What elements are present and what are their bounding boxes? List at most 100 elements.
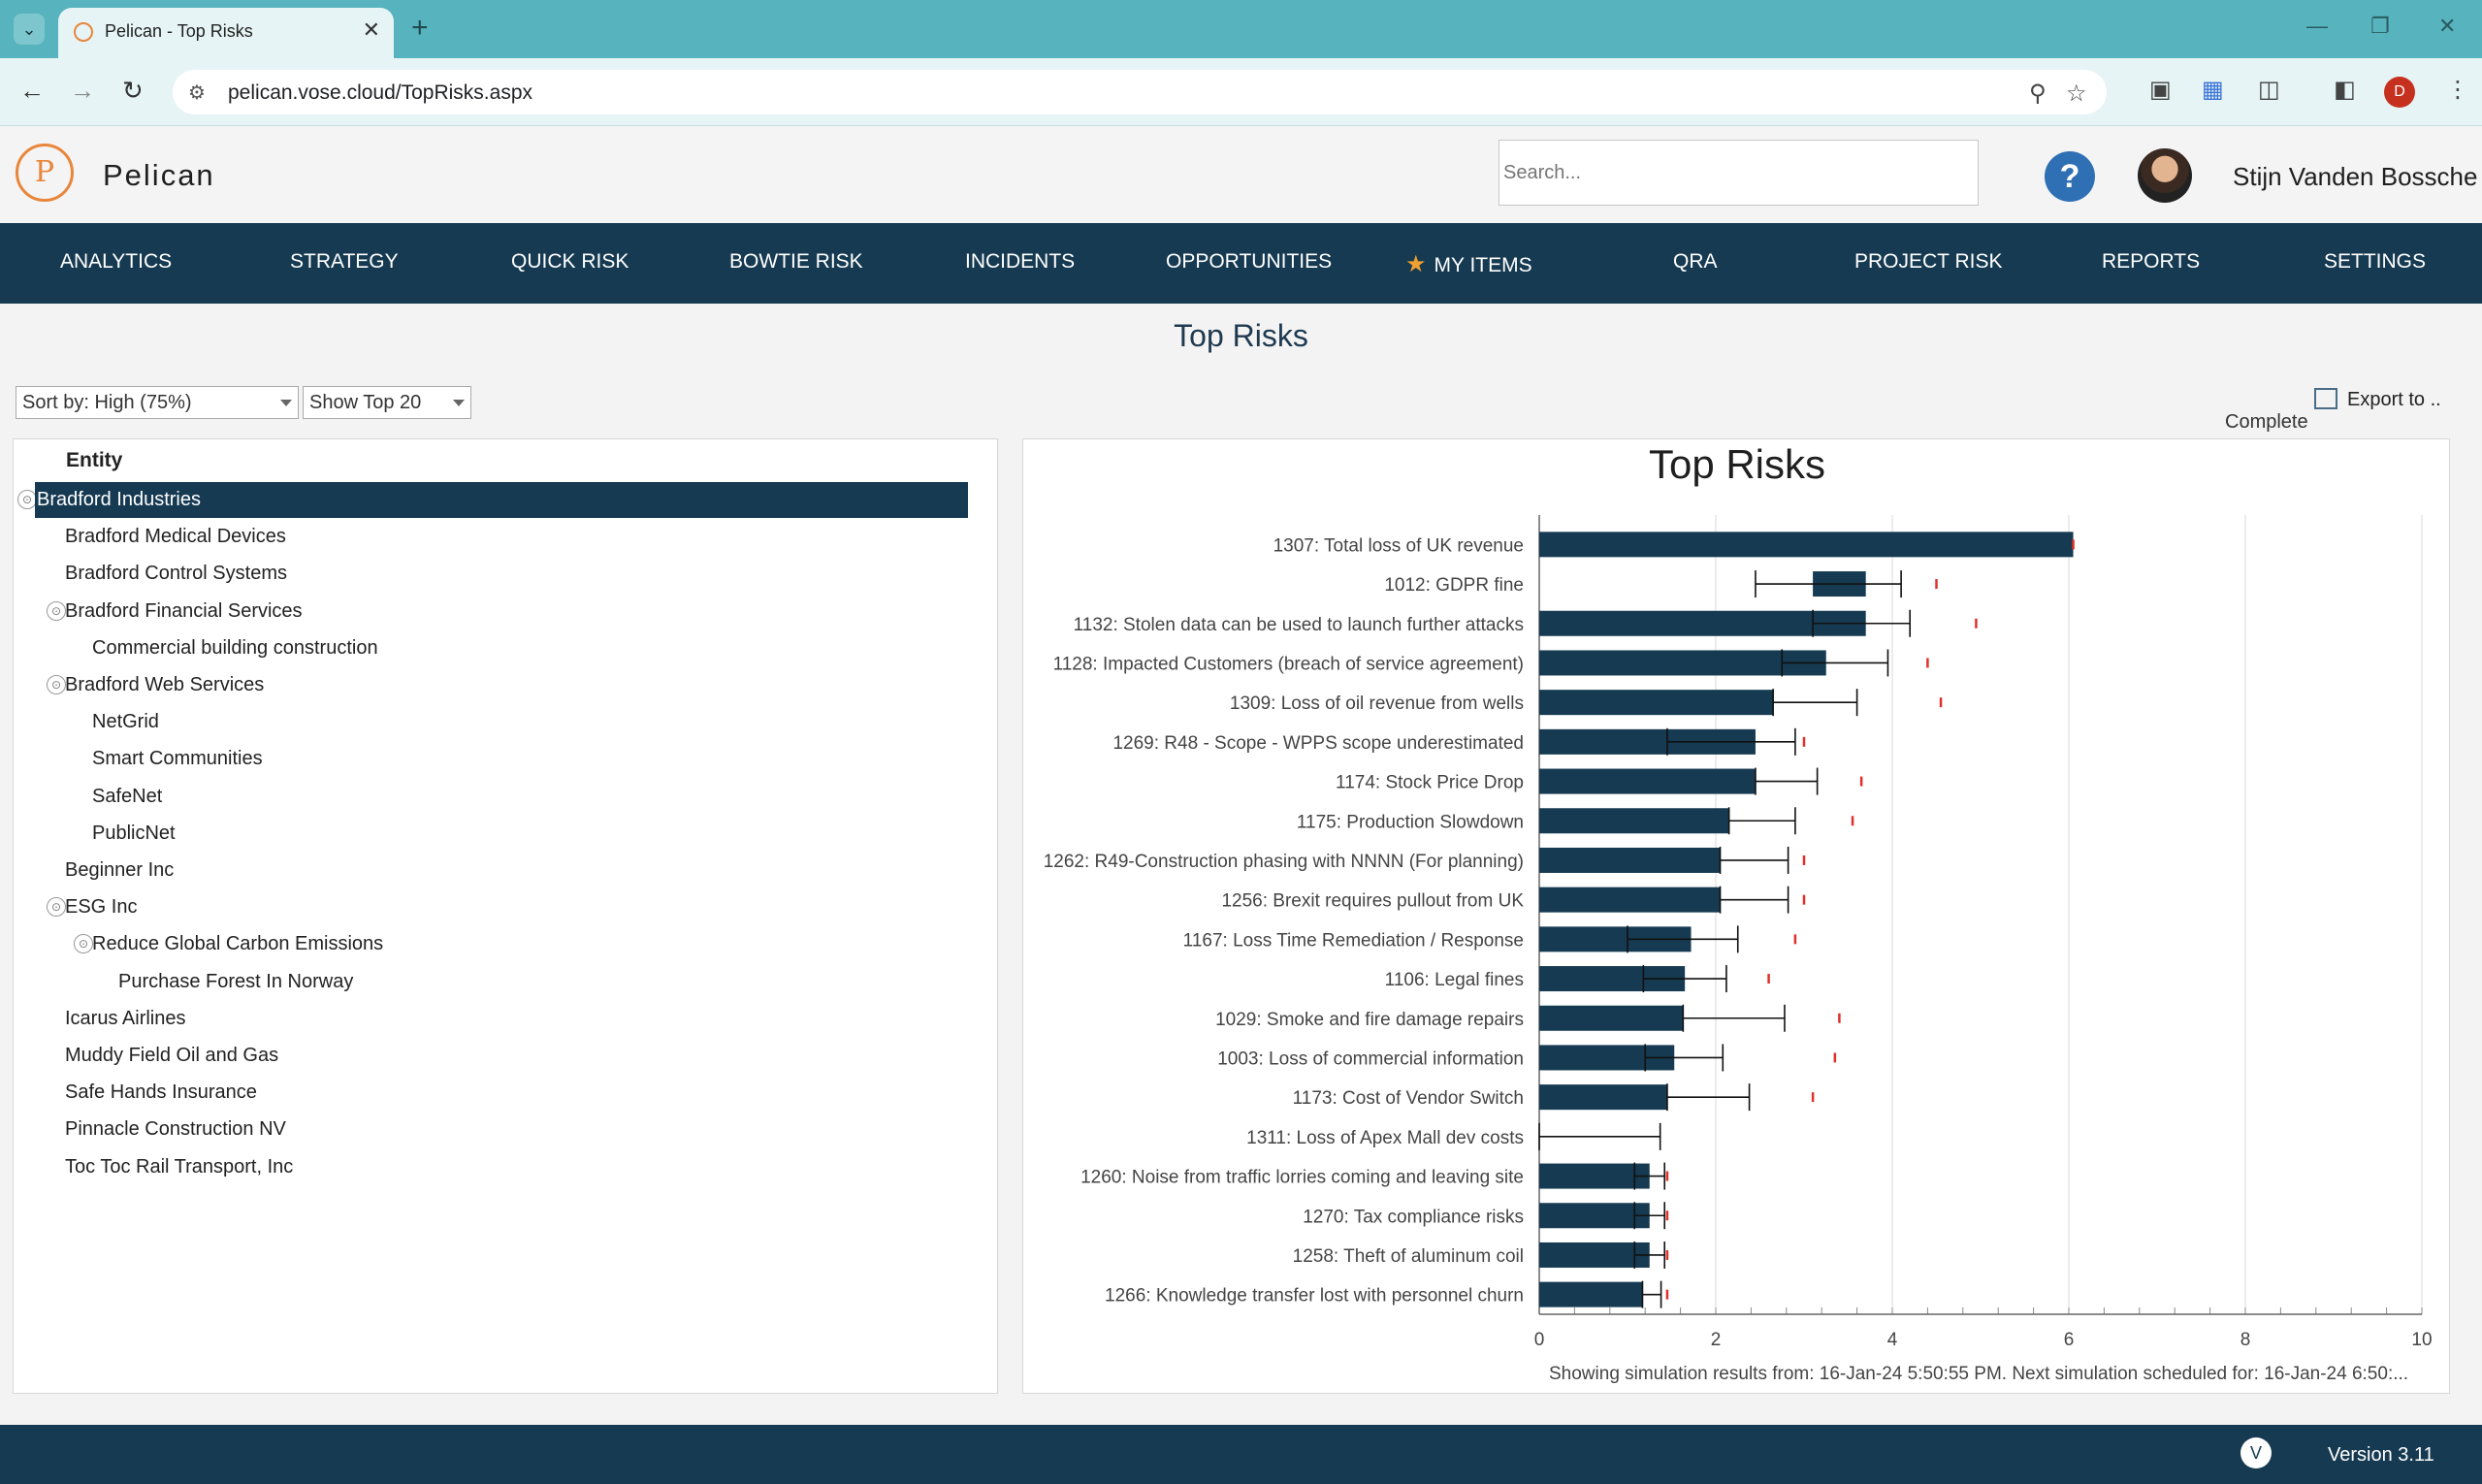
tree-item[interactable]: Commercial building construction <box>92 636 378 659</box>
top-risks-chart: Top Risks 0 2 4 6 8 10 1307: Total loss of UK r… <box>1022 438 2450 1394</box>
site-info-icon[interactable]: ⚙ <box>188 82 206 104</box>
search-box[interactable] <box>1499 140 1979 206</box>
minimize-icon[interactable]: — <box>2306 14 2328 38</box>
nav-analytics[interactable]: ANALYTICS <box>60 250 173 273</box>
close-tab-icon[interactable]: ✕ <box>362 17 380 42</box>
restore-icon[interactable]: ❐ <box>2370 14 2390 38</box>
collapse-toggle-icon[interactable]: ⊙ <box>17 490 37 509</box>
profile-avatar[interactable]: D <box>2384 77 2415 108</box>
category-label: 1262: R49-Construction phasing with NNNN… <box>1044 852 1524 872</box>
tab-title: Pelican - Top Risks <box>105 21 253 41</box>
category-label: 1258: Theft of aluminum coil <box>1293 1246 1524 1267</box>
tree-item[interactable]: Bradford Web Services <box>65 674 265 695</box>
collapse-toggle-icon[interactable]: ⊙ <box>47 897 66 918</box>
browser-tab-strip: ⌄ Pelican - Top Risks ✕ + — ❐ ✕ <box>0 0 2482 58</box>
x-tick-label: 8 <box>2240 1330 2251 1350</box>
category-label: 1173: Cost of Vendor Switch <box>1293 1088 1524 1109</box>
nav-bowtie-risk[interactable]: BOWTIE RISK <box>729 250 863 273</box>
tree-item[interactable]: Beginner Inc <box>65 859 175 881</box>
pelican-logo-icon[interactable]: P <box>16 144 74 202</box>
nav-quick-risk[interactable]: QUICK RISK <box>511 250 629 273</box>
collapse-toggle-icon[interactable]: ⊙ <box>74 934 93 954</box>
chevron-down-icon <box>280 400 292 406</box>
category-label: 1003: Loss of commercial information <box>1217 1048 1524 1069</box>
tree-item[interactable]: Icarus Airlines <box>65 1007 186 1029</box>
browser-menu-icon[interactable]: ⋮ <box>2446 77 2469 103</box>
new-tab-icon[interactable]: + <box>411 12 429 44</box>
nav-incidents[interactable]: INCIDENTS <box>965 250 1076 273</box>
main-navigation: ANALYTICS STRATEGY QUICK RISK BOWTIE RIS… <box>0 223 2482 304</box>
export-button[interactable]: Export to .. <box>2314 388 2441 411</box>
browser-tab[interactable]: Pelican - Top Risks ✕ <box>58 8 394 58</box>
tree-item[interactable]: NetGrid <box>92 711 159 733</box>
tree-item[interactable]: Muddy Field Oil and Gas <box>65 1045 279 1066</box>
category-label: 1307: Total loss of UK revenue <box>1273 535 1524 556</box>
chart-footnote: Showing simulation results from: 16-Jan-… <box>1549 1364 2408 1384</box>
nav-strategy[interactable]: STRATEGY <box>290 250 399 273</box>
tree-item[interactable]: PublicNet <box>92 822 176 844</box>
collapse-toggle-icon[interactable]: ⊙ <box>47 675 66 694</box>
tree-item[interactable]: Safe Hands Insurance <box>65 1081 257 1104</box>
tree-item[interactable]: SafeNet <box>92 785 163 807</box>
risk-bar <box>1539 1005 1684 1031</box>
sort-by-select[interactable]: Sort by: High (75%) <box>16 386 299 419</box>
risk-bar <box>1539 650 1826 676</box>
user-avatar[interactable] <box>2138 148 2192 203</box>
risk-bar <box>1539 887 1721 913</box>
tree-item[interactable]: ESG Inc <box>65 896 138 919</box>
tree-item[interactable]: Pinnacle Construction NV <box>65 1118 286 1141</box>
tree-item[interactable]: Bradford Industries <box>35 482 968 518</box>
export-chart-icon <box>2314 388 2337 409</box>
close-window-icon[interactable]: ✕ <box>2438 14 2457 38</box>
tree-item[interactable]: Smart Communities <box>92 748 263 770</box>
export-label: Export to .. <box>2347 389 2441 410</box>
risk-bar <box>1539 1281 1643 1307</box>
extension-icon[interactable]: ▣ <box>2149 77 2172 103</box>
forward-icon[interactable]: → <box>70 76 95 105</box>
category-label: 1260: Noise from traffic lorries coming … <box>1080 1168 1524 1188</box>
tree-header: Entity <box>66 449 123 471</box>
nav-my-items-label: MY ITEMS <box>1434 254 1532 276</box>
address-bar[interactable]: ⚙ pelican.vose.cloud/TopRisks.aspx ⚲ ☆ <box>173 70 2107 114</box>
app-header: P Pelican ? Stijn Vanden Bossche <box>0 127 2482 223</box>
tree-item[interactable]: Toc Toc Rail Transport, Inc <box>65 1155 294 1178</box>
search-input[interactable] <box>1499 141 1978 205</box>
nav-my-items[interactable]: ★ MY ITEMS <box>1405 250 1532 278</box>
nav-project-risk[interactable]: PROJECT RISK <box>1854 250 2003 273</box>
category-label: 1269: R48 - Scope - WPPS scope underesti… <box>1112 733 1524 754</box>
category-label: 1256: Brexit requires pullout from UK <box>1221 891 1524 912</box>
zoom-icon[interactable]: ⚲ <box>2029 81 2047 107</box>
page-title: Top Risks <box>1174 318 1308 353</box>
reload-icon[interactable]: ↻ <box>122 76 144 105</box>
nav-settings[interactable]: SETTINGS <box>2324 250 2427 273</box>
browser-toolbar: ← → ↻ ⚙ pelican.vose.cloud/TopRisks.aspx… <box>0 58 2482 126</box>
tree-item[interactable]: Reduce Global Carbon Emissions <box>92 933 384 955</box>
category-label: 1266: Knowledge transfer lost with perso… <box>1105 1286 1524 1307</box>
risk-bar <box>1539 1163 1650 1189</box>
help-icon[interactable]: ? <box>2045 151 2095 202</box>
tree-item[interactable]: Bradford Medical Devices <box>65 526 286 548</box>
category-label: 1309: Loss of oil revenue from wells <box>1230 694 1524 714</box>
tab-search-button[interactable]: ⌄ <box>14 14 45 45</box>
tree-item[interactable]: Bradford Financial Services <box>65 599 303 622</box>
risk-bar <box>1539 690 1774 716</box>
side-panel-icon[interactable]: ◧ <box>2334 77 2356 103</box>
category-label: 1175: Production Slowdown <box>1297 812 1524 832</box>
nav-qra[interactable]: QRA <box>1673 250 1718 273</box>
risk-bar <box>1539 1242 1650 1268</box>
puzzle-extensions-icon[interactable]: ◫ <box>2258 77 2280 103</box>
tree-item[interactable]: Purchase Forest In Norway <box>118 970 354 992</box>
nav-reports[interactable]: REPORTS <box>2102 250 2201 273</box>
collapse-toggle-icon[interactable]: ⊙ <box>47 600 66 621</box>
brand-name: Pelican <box>103 158 215 192</box>
back-icon[interactable]: ← <box>19 76 45 105</box>
user-name[interactable]: Stijn Vanden Bossche <box>2233 162 2478 191</box>
vose-logo-icon: V <box>2240 1437 2272 1468</box>
risk-bar <box>1539 532 2074 558</box>
category-label: 1174: Stock Price Drop <box>1336 773 1524 793</box>
tree-item[interactable]: Bradford Control Systems <box>65 563 287 585</box>
translate-icon[interactable]: ▦ <box>2202 77 2224 103</box>
show-top-select[interactable]: Show Top 20 <box>303 386 471 419</box>
nav-opportunities[interactable]: OPPORTUNITIES <box>1166 250 1333 273</box>
bookmark-star-icon[interactable]: ☆ <box>2066 81 2087 107</box>
